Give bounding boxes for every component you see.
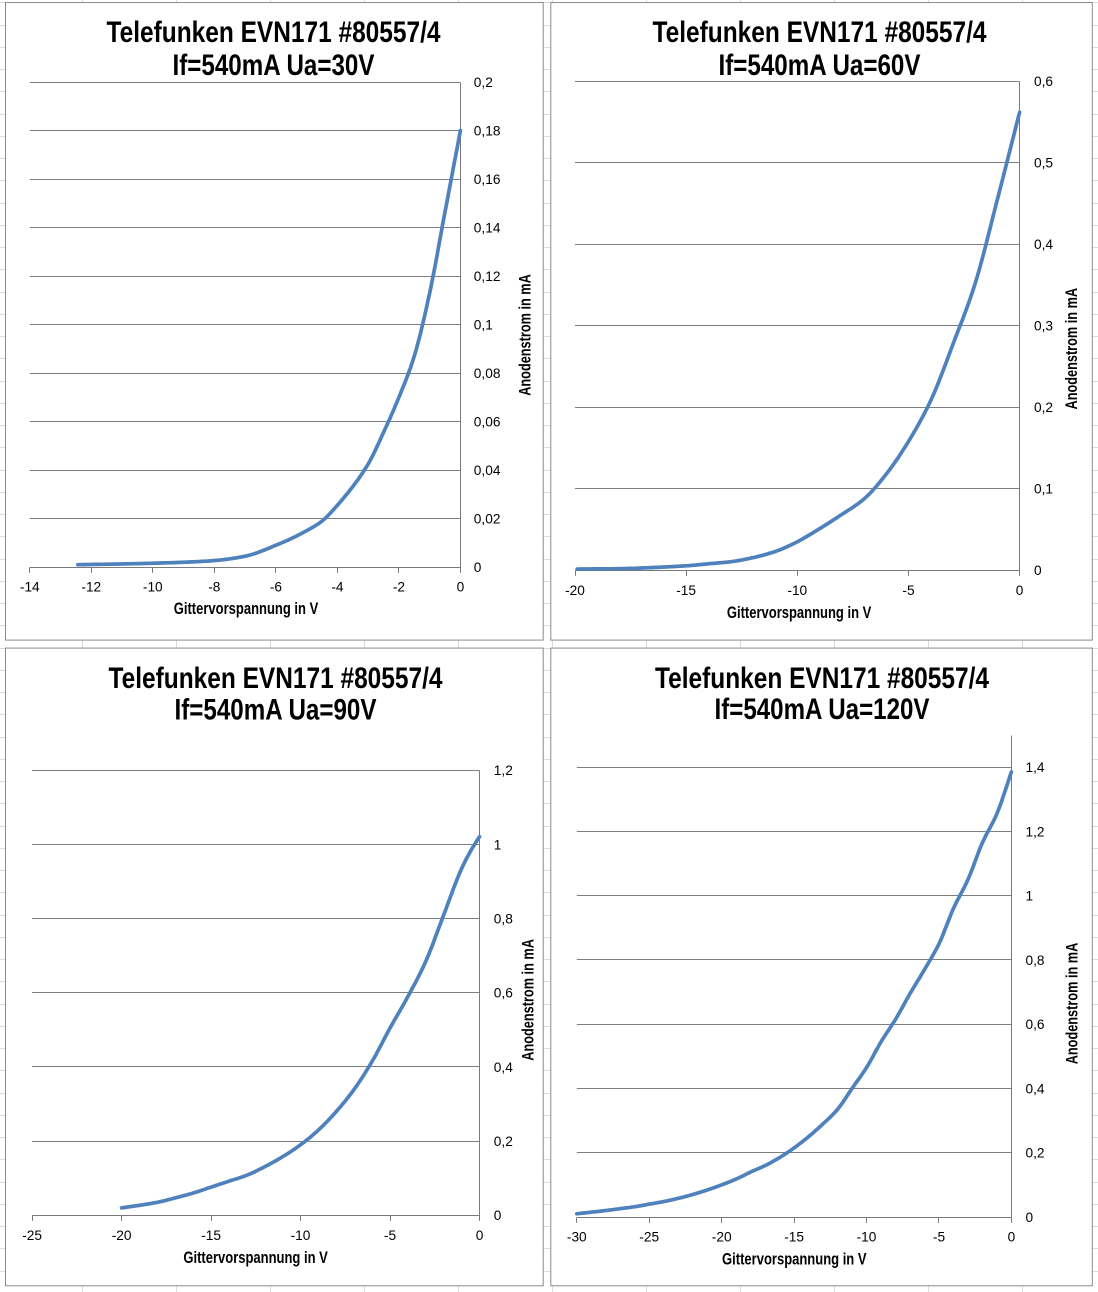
svg-text:-10: -10 <box>787 583 807 598</box>
svg-text:Gittervorspannung in V: Gittervorspannung in V <box>183 1249 328 1267</box>
svg-text:-2: -2 <box>393 580 405 595</box>
svg-text:0: 0 <box>1034 563 1042 578</box>
svg-text:0,04: 0,04 <box>474 463 501 478</box>
svg-text:0,12: 0,12 <box>474 269 501 284</box>
svg-text:-10: -10 <box>143 580 163 595</box>
svg-text:0: 0 <box>1026 1210 1034 1225</box>
svg-text:1,2: 1,2 <box>1026 824 1045 839</box>
svg-text:0,4: 0,4 <box>1026 1081 1045 1096</box>
svg-text:0,06: 0,06 <box>474 415 501 430</box>
svg-text:0,6: 0,6 <box>1026 1017 1045 1032</box>
svg-text:0,8: 0,8 <box>1026 953 1045 968</box>
svg-text:0,2: 0,2 <box>494 1134 513 1149</box>
svg-text:1: 1 <box>1026 889 1034 904</box>
svg-text:0,14: 0,14 <box>474 221 501 236</box>
svg-text:0,4: 0,4 <box>1034 237 1053 252</box>
svg-text:0: 0 <box>476 1228 484 1243</box>
svg-text:If=540mA Ua=120V: If=540mA Ua=120V <box>715 693 930 726</box>
svg-text:0,3: 0,3 <box>1034 319 1053 334</box>
svg-text:-15: -15 <box>784 1230 804 1245</box>
svg-text:Telefunken EVN171 #80557/4: Telefunken EVN171 #80557/4 <box>107 16 441 49</box>
svg-text:1,2: 1,2 <box>494 763 513 778</box>
svg-text:Telefunken EVN171 #80557/4: Telefunken EVN171 #80557/4 <box>655 662 989 695</box>
svg-text:Gittervorspannung in V: Gittervorspannung in V <box>174 600 319 618</box>
svg-text:Gittervorspannung in V: Gittervorspannung in V <box>722 1251 867 1269</box>
svg-text:-5: -5 <box>933 1230 946 1245</box>
svg-text:0,2: 0,2 <box>474 75 493 90</box>
svg-text:-8: -8 <box>208 580 221 595</box>
svg-text:Anodenstrom in mA: Anodenstrom in mA <box>1063 288 1081 410</box>
svg-text:0,16: 0,16 <box>474 172 501 187</box>
svg-text:If=540mA Ua=60V: If=540mA Ua=60V <box>719 49 921 82</box>
svg-text:1: 1 <box>494 837 502 852</box>
svg-text:-20: -20 <box>565 583 585 598</box>
svg-text:-4: -4 <box>331 580 344 595</box>
svg-text:-5: -5 <box>384 1228 397 1243</box>
svg-text:0,02: 0,02 <box>474 512 501 527</box>
svg-text:-20: -20 <box>112 1228 132 1243</box>
svg-text:0,6: 0,6 <box>494 986 513 1001</box>
svg-text:Anodenstrom in mA: Anodenstrom in mA <box>1064 943 1082 1065</box>
svg-text:0: 0 <box>1008 1230 1016 1245</box>
svg-text:-6: -6 <box>270 580 283 595</box>
svg-text:0: 0 <box>474 560 482 575</box>
svg-text:0,18: 0,18 <box>474 124 501 139</box>
svg-text:-10: -10 <box>291 1228 311 1243</box>
svg-text:0,5: 0,5 <box>1034 156 1053 171</box>
svg-text:0,4: 0,4 <box>494 1060 513 1075</box>
svg-text:-15: -15 <box>676 583 696 598</box>
svg-text:-30: -30 <box>567 1230 587 1245</box>
svg-text:1,4: 1,4 <box>1026 760 1045 775</box>
svg-text:Anodenstrom in mA: Anodenstrom in mA <box>517 274 535 396</box>
svg-text:0: 0 <box>494 1208 502 1223</box>
svg-text:-15: -15 <box>201 1228 221 1243</box>
svg-text:0,1: 0,1 <box>474 318 493 333</box>
svg-text:-5: -5 <box>902 583 915 598</box>
svg-text:Telefunken EVN171 #80557/4: Telefunken EVN171 #80557/4 <box>653 16 987 49</box>
svg-text:-25: -25 <box>22 1228 42 1243</box>
svg-text:Gittervorspannung in V: Gittervorspannung in V <box>727 604 872 622</box>
svg-text:0,8: 0,8 <box>494 912 513 927</box>
svg-text:0,08: 0,08 <box>474 366 501 381</box>
svg-text:If=540mA Ua=90V: If=540mA Ua=90V <box>175 694 377 727</box>
svg-text:0,1: 0,1 <box>1034 482 1053 497</box>
svg-text:-10: -10 <box>857 1230 877 1245</box>
svg-text:-20: -20 <box>712 1230 732 1245</box>
svg-text:Telefunken EVN171 #80557/4: Telefunken EVN171 #80557/4 <box>109 662 443 695</box>
svg-text:0,2: 0,2 <box>1026 1146 1045 1161</box>
svg-text:0,2: 0,2 <box>1034 400 1053 415</box>
svg-text:-14: -14 <box>20 580 40 595</box>
svg-text:0: 0 <box>1016 583 1024 598</box>
svg-text:-12: -12 <box>81 580 101 595</box>
svg-text:0,6: 0,6 <box>1034 74 1053 89</box>
svg-text:If=540mA Ua=30V: If=540mA Ua=30V <box>173 49 375 82</box>
svg-text:-25: -25 <box>639 1230 659 1245</box>
svg-text:Anodenstrom in mA: Anodenstrom in mA <box>520 939 538 1061</box>
svg-text:0: 0 <box>457 580 465 595</box>
